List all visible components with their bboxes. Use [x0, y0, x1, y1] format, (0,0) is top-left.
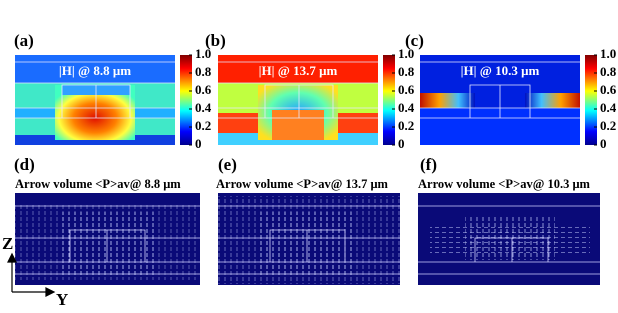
colorbar-tick-label: 0.8: [398, 64, 415, 79]
axis-y: Y: [56, 290, 68, 309]
colorbar: [180, 55, 192, 145]
shape: [525, 93, 580, 108]
arrow-field-f: [418, 193, 600, 285]
colorbar-tick-label: 0.6: [600, 82, 617, 97]
panel-title: |H| @ 10.3 μm: [461, 63, 540, 78]
shape: [45, 287, 56, 297]
colorbar: [585, 55, 597, 145]
shape: [7, 252, 17, 263]
colorbar-tick-label: 0.4: [600, 100, 617, 115]
shape: [272, 110, 324, 140]
shape: [260, 212, 355, 277]
colorbar-tick-label: 0.4: [398, 100, 415, 115]
colorbar-tick-label: 0: [600, 136, 607, 151]
panel-title: |H| @ 13.7 μm: [259, 63, 338, 78]
panel-label: (a): [14, 31, 34, 50]
field-map-a: [15, 55, 175, 145]
shape: [465, 215, 555, 260]
panel-title: |H| @ 8.8 μm: [59, 63, 131, 78]
colorbar-tick-label: 0.6: [398, 82, 415, 97]
axis-indicator: [7, 252, 56, 297]
colorbar-tick-label: 1.0: [600, 46, 616, 61]
arrow-field-e: [218, 193, 400, 285]
colorbar-tick-label: 0: [195, 136, 202, 151]
shape: [218, 61, 378, 119]
shape: [420, 61, 580, 119]
panel-label: (b): [205, 31, 226, 50]
colorbar: [383, 55, 395, 145]
shape: [418, 205, 600, 275]
axis-z: Z: [2, 234, 13, 253]
colorbar-tick-label: 0.4: [195, 100, 212, 115]
colorbar-tick-label: 0.2: [398, 118, 414, 133]
shape: [60, 212, 155, 277]
colorbar-tick-label: 0.2: [600, 118, 616, 133]
structure-outline: [15, 205, 600, 275]
panel-label: (e): [218, 155, 237, 174]
panel-label: (c): [405, 31, 424, 50]
shape: [15, 61, 175, 119]
structure-outline: [15, 61, 580, 119]
panel-subtitle: Arrow volume <P>av@ 10.3 μm: [418, 177, 591, 191]
shape: [420, 93, 475, 108]
colorbar-tick-label: 1.0: [195, 46, 211, 61]
panel-label: (f): [420, 155, 437, 174]
colorbar-tick-label: 0.2: [195, 118, 211, 133]
panel-subtitle: Arrow volume <P>av@ 13.7 μm: [216, 177, 389, 191]
shape: [218, 205, 400, 275]
arrow-field-d: [15, 193, 200, 285]
panel-label: (d): [14, 155, 35, 174]
colorbar-tick-label: 0: [398, 136, 405, 151]
colorbar-tick-label: 0.6: [195, 82, 212, 97]
panel-subtitle: Arrow volume <P>av@ 8.8 μm: [15, 177, 181, 191]
shape: [15, 205, 200, 275]
colorbar-tick-label: 0.8: [195, 64, 212, 79]
colorbar-tick-label: 0.8: [600, 64, 617, 79]
colorbar-tick-label: 1.0: [398, 46, 414, 61]
